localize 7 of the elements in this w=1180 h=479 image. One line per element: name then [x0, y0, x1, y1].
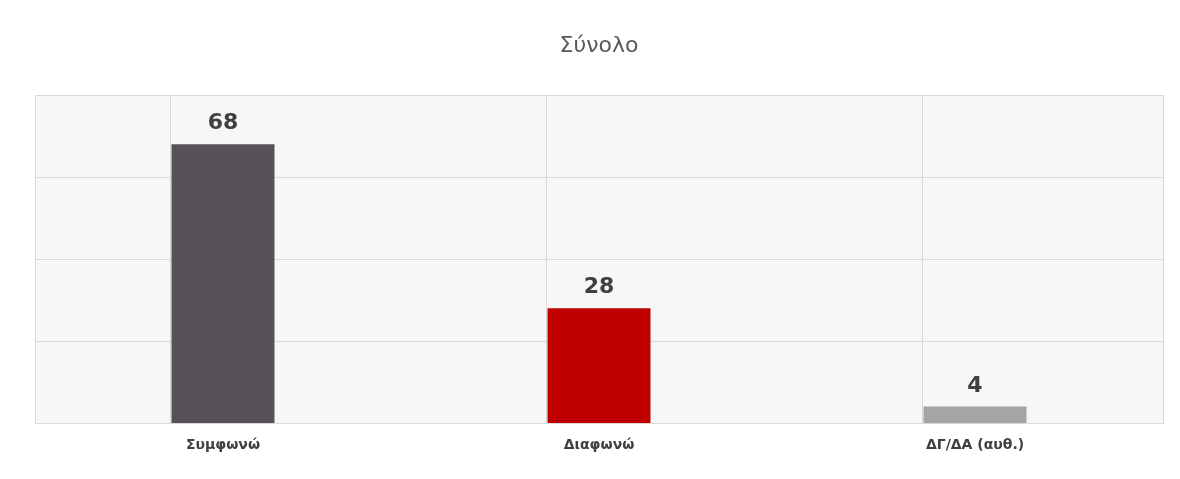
data-label: 4: [967, 371, 983, 397]
chart-title: Σύνολο: [559, 32, 639, 57]
data-label: 28: [583, 273, 615, 299]
x-tick-label: Διαφωνώ: [563, 435, 635, 452]
x-tick-label: Συμφωνώ: [185, 435, 261, 452]
x-tick-label: ΔΓ/ΔΑ (αυθ.): [925, 435, 1025, 452]
data-label: 68: [207, 109, 239, 135]
